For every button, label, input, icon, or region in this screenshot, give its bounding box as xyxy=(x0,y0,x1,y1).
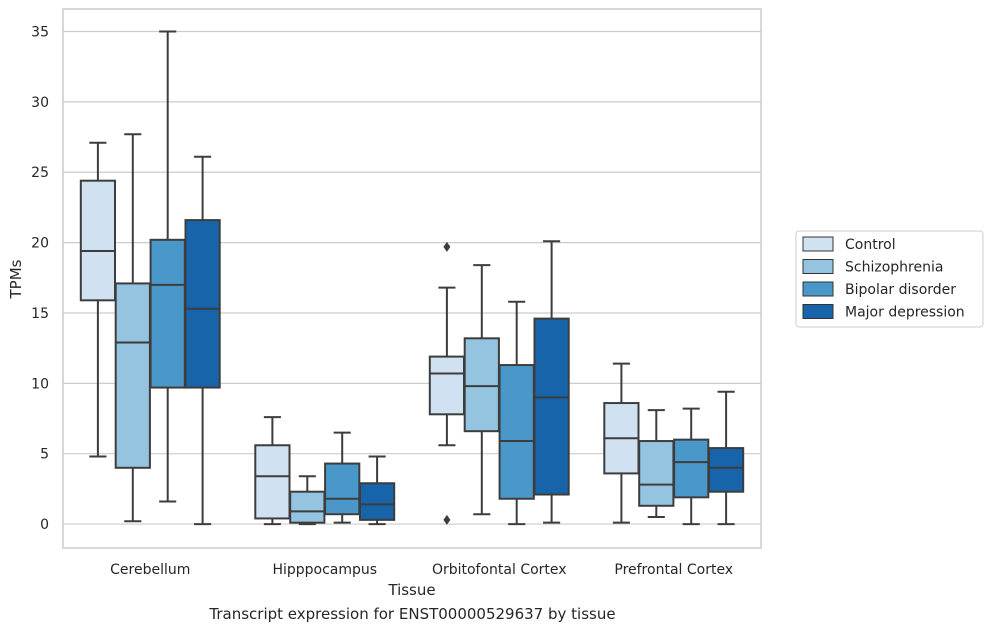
legend-swatch xyxy=(802,259,834,274)
legend: Control Schizophrenia Bipolar disorder Majo… xyxy=(795,230,984,328)
x-tick-label: Orbitofontal Cortex xyxy=(432,562,567,578)
legend-entry: Major depression xyxy=(845,305,965,321)
box-control-0 xyxy=(79,141,117,458)
box-major-depression-0 xyxy=(184,155,221,526)
chart-caption: Transcript expression for ENST0000052963… xyxy=(209,605,616,623)
legend-swatch xyxy=(802,236,834,252)
box-bipolar-disorder-2 xyxy=(498,300,535,526)
box-bipolar-disorder-3 xyxy=(673,407,710,526)
x-ticks: Cerebellum Hipppocampus Orbitofontal Corte… xyxy=(110,562,733,578)
iqr-box xyxy=(324,462,361,516)
y-ticks: 0 5 10 15 20 25 30 35 xyxy=(31,25,49,534)
outlier-point xyxy=(443,241,451,252)
x-tick-label: Cerebellum xyxy=(110,562,190,578)
box-control-3 xyxy=(603,362,640,524)
y-tick-label: 10 xyxy=(31,376,49,392)
x-axis-label: Tissue xyxy=(387,581,435,599)
legend-entry: Bipolar disorder xyxy=(845,282,956,298)
box-schizophrenia-1 xyxy=(289,475,326,526)
iqr-box xyxy=(498,364,535,500)
box-control-1 xyxy=(254,416,291,526)
x-tick-label: Prefrontal Cortex xyxy=(614,562,733,578)
x-tick-label: Hipppocampus xyxy=(272,562,377,578)
iqr-box xyxy=(673,438,710,499)
iqr-box xyxy=(289,490,326,524)
iqr-box xyxy=(114,282,151,469)
plot-frame xyxy=(62,8,762,549)
y-tick-label: 35 xyxy=(31,25,49,41)
iqr-box xyxy=(254,444,291,520)
legend-frame xyxy=(795,230,984,328)
box-major-depression-3 xyxy=(707,390,745,526)
outlier-point xyxy=(443,514,451,525)
iqr-box xyxy=(533,317,570,496)
y-tick-label: 20 xyxy=(31,236,49,252)
y-tick-label: 30 xyxy=(31,95,49,111)
iqr-box xyxy=(463,337,500,433)
y-tick-label: 5 xyxy=(40,447,49,463)
box-schizophrenia-3 xyxy=(638,409,675,519)
legend-swatch xyxy=(802,304,834,319)
iqr-box xyxy=(79,179,117,302)
box-bipolar-disorder-1 xyxy=(324,431,361,524)
box-schizophrenia-2 xyxy=(463,264,500,516)
iqr-box xyxy=(638,440,675,507)
legend-entry: Control xyxy=(845,237,896,253)
iqr-box xyxy=(149,238,186,389)
y-tick-label: 25 xyxy=(31,165,49,181)
legend-entry: Schizophrenia xyxy=(845,260,943,276)
iqr-box xyxy=(428,355,466,416)
y-tick-label: 0 xyxy=(40,517,49,533)
legend-swatch xyxy=(802,281,834,297)
box-bipolar-disorder-0 xyxy=(149,30,186,503)
y-tick-label: 15 xyxy=(31,306,49,322)
iqr-box xyxy=(184,219,221,389)
boxes-layer xyxy=(79,30,745,526)
box-major-depression-2 xyxy=(533,240,570,524)
y-axis-label: TPMs xyxy=(7,259,25,299)
iqr-box xyxy=(707,447,745,493)
box-schizophrenia-0 xyxy=(114,133,151,523)
iqr-box xyxy=(358,482,396,521)
box-major-depression-1 xyxy=(358,455,396,526)
box-control-2 xyxy=(428,241,466,525)
